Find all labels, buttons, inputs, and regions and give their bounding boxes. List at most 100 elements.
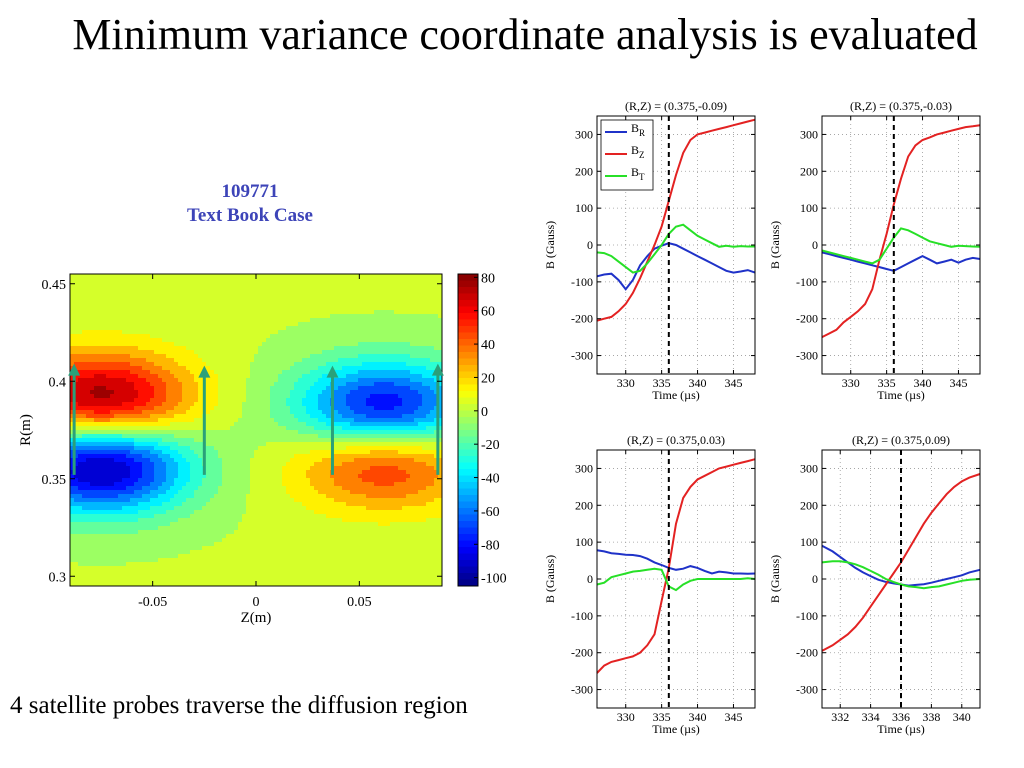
contour-fills: [70, 274, 442, 586]
xtick-label: 345: [724, 376, 742, 390]
series-line-3: [821, 227, 981, 265]
contour-ytick-label: 0.4: [49, 375, 67, 390]
colorbar-tick-label: 20: [481, 371, 495, 386]
series-line-3: [596, 223, 755, 274]
contour-xtick-label: 0.05: [347, 595, 372, 610]
xtick-label: 334: [862, 710, 880, 724]
ytick-label: 300: [800, 461, 818, 475]
ytick-label: 100: [800, 201, 818, 215]
ytick-label: 0: [812, 572, 818, 586]
xtick-label: 330: [617, 710, 635, 724]
plot-ylabel: B (Gauss): [543, 555, 557, 603]
line-plot-2: (R,Z) = (0.375,-0.03) 330 335 340 345 300 200 1…: [768, 99, 981, 402]
probe-arrowhead-1: [68, 363, 81, 376]
series-line-2: [596, 458, 756, 674]
series-line-3: [596, 567, 756, 592]
xtick-label: 335: [878, 376, 896, 390]
colorbar-tick-label: -100: [481, 572, 507, 587]
legend-entry: BR: [631, 121, 645, 138]
plot-xlabel: Time (µs): [652, 388, 699, 402]
ytick-label: 300: [575, 461, 593, 475]
xtick-label: 340: [689, 376, 707, 390]
contour-xtick-label: -0.05: [138, 595, 167, 610]
legend-entry: BZ: [631, 143, 645, 160]
colorbar-tick-label: 80: [481, 271, 495, 286]
contour-xtick-label: 0: [253, 595, 260, 610]
colorbar-tick-label: 40: [481, 338, 495, 353]
plot-title: (R,Z) = (0.375,0.09): [852, 433, 950, 447]
ytick-label: 100: [800, 535, 818, 549]
legend-entry: BT: [631, 165, 645, 182]
colorbar-tick-label: -80: [481, 538, 500, 553]
probe-paths: [68, 363, 444, 475]
series-line-1: [821, 251, 981, 272]
xtick-label: 332: [831, 710, 849, 724]
contour-plot: -0.05 0 0.05 0.3 0.35 0.4 0.45 Z(m) R(m) 80 60 4…: [18, 271, 507, 626]
series-line-2: [596, 118, 756, 322]
plot-title: (R,Z) = (0.375,-0.09): [625, 99, 727, 113]
line-plot-4: (R,Z) = (0.375,0.09) 332 334 336 338 340 300 20…: [768, 433, 981, 736]
ytick-label: 0: [587, 572, 593, 586]
ytick-label: 300: [575, 127, 593, 141]
contour-xlabel: Z(m): [241, 610, 272, 626]
contour-axes: -0.05 0 0.05 0.3 0.35 0.4 0.45: [42, 274, 442, 610]
ytick-label: -200: [571, 312, 593, 326]
ytick-label: 200: [575, 498, 593, 512]
contour-caption: 109771 Text Book Case: [120, 180, 380, 228]
colorbar-tick-label: -40: [481, 472, 500, 487]
plot-title: (R,Z) = (0.375,-0.03): [850, 99, 952, 113]
ytick-label: -100: [571, 609, 593, 623]
ytick-label: -300: [571, 683, 593, 697]
xtick-label: 335: [653, 710, 671, 724]
series-line-2: [821, 124, 981, 338]
series-line-3: [821, 560, 981, 590]
plot-ylabel: B (Gauss): [543, 221, 557, 269]
colorbar: 80 60 40 20 0 -20 -40 -60 -80 -100: [457, 271, 507, 587]
ytick-label: -200: [571, 646, 593, 660]
xtick-label: 338: [922, 710, 940, 724]
slide-title: Minimum variance coordinate analysis is …: [72, 10, 978, 59]
xtick-label: 335: [653, 376, 671, 390]
bottom-caption: 4 satellite probes traverse the diffusio…: [10, 692, 468, 719]
case-subtitle: Text Book Case: [187, 205, 313, 226]
ytick-label: -100: [796, 275, 818, 289]
xtick-label: 340: [914, 376, 932, 390]
colorbar-tick-label: 60: [481, 305, 495, 320]
legend: BR BZ BT: [600, 119, 654, 191]
plot-xlabel: Time (µs): [877, 722, 924, 736]
ytick-label: -200: [796, 646, 818, 660]
plot-xlabel: Time (µs): [652, 722, 699, 736]
contour-ytick-label: 0.35: [42, 473, 67, 488]
ytick-label: 100: [575, 535, 593, 549]
xtick-label: 330: [842, 376, 860, 390]
ytick-label: -300: [796, 349, 818, 363]
xtick-label: 345: [724, 710, 742, 724]
contour-ytick-label: 0.3: [49, 570, 67, 585]
ytick-label: 200: [800, 498, 818, 512]
plot-ylabel: B (Gauss): [768, 221, 782, 269]
colorbar-tick-label: 0: [481, 405, 488, 420]
colorbar-tick-label: -20: [481, 438, 500, 453]
plot-xlabel: Time (µs): [877, 388, 924, 402]
ytick-label: 100: [575, 201, 593, 215]
colorbar-tick-label: -60: [481, 505, 500, 520]
series-line-1: [596, 549, 756, 575]
probe-arrowhead-2: [198, 365, 211, 378]
contour-ylabel: R(m): [18, 414, 34, 446]
contour-ytick-label: 0.45: [42, 278, 67, 293]
plot-ylabel: B (Gauss): [768, 555, 782, 603]
probe-arrowhead-3: [326, 365, 339, 378]
plot-title: (R,Z) = (0.375,0.03): [627, 433, 725, 447]
ytick-label: 200: [575, 164, 593, 178]
ytick-label: -100: [571, 275, 593, 289]
ytick-label: 0: [812, 238, 818, 252]
xtick-label: 345: [949, 376, 967, 390]
ytick-label: -300: [571, 349, 593, 363]
line-plot-1: (R,Z) = (0.375,-0.09) 330 335 340 345 300 200 1…: [543, 99, 756, 402]
ytick-label: -300: [796, 683, 818, 697]
line-plot-3: (R,Z) = (0.375,0.03) 330 335 340 345 300 200 10…: [543, 433, 756, 736]
probe-arrowhead-4: [431, 363, 444, 376]
xtick-label: 340: [689, 710, 707, 724]
xtick-label: 336: [892, 710, 910, 724]
shot-number: 109771: [221, 181, 279, 202]
